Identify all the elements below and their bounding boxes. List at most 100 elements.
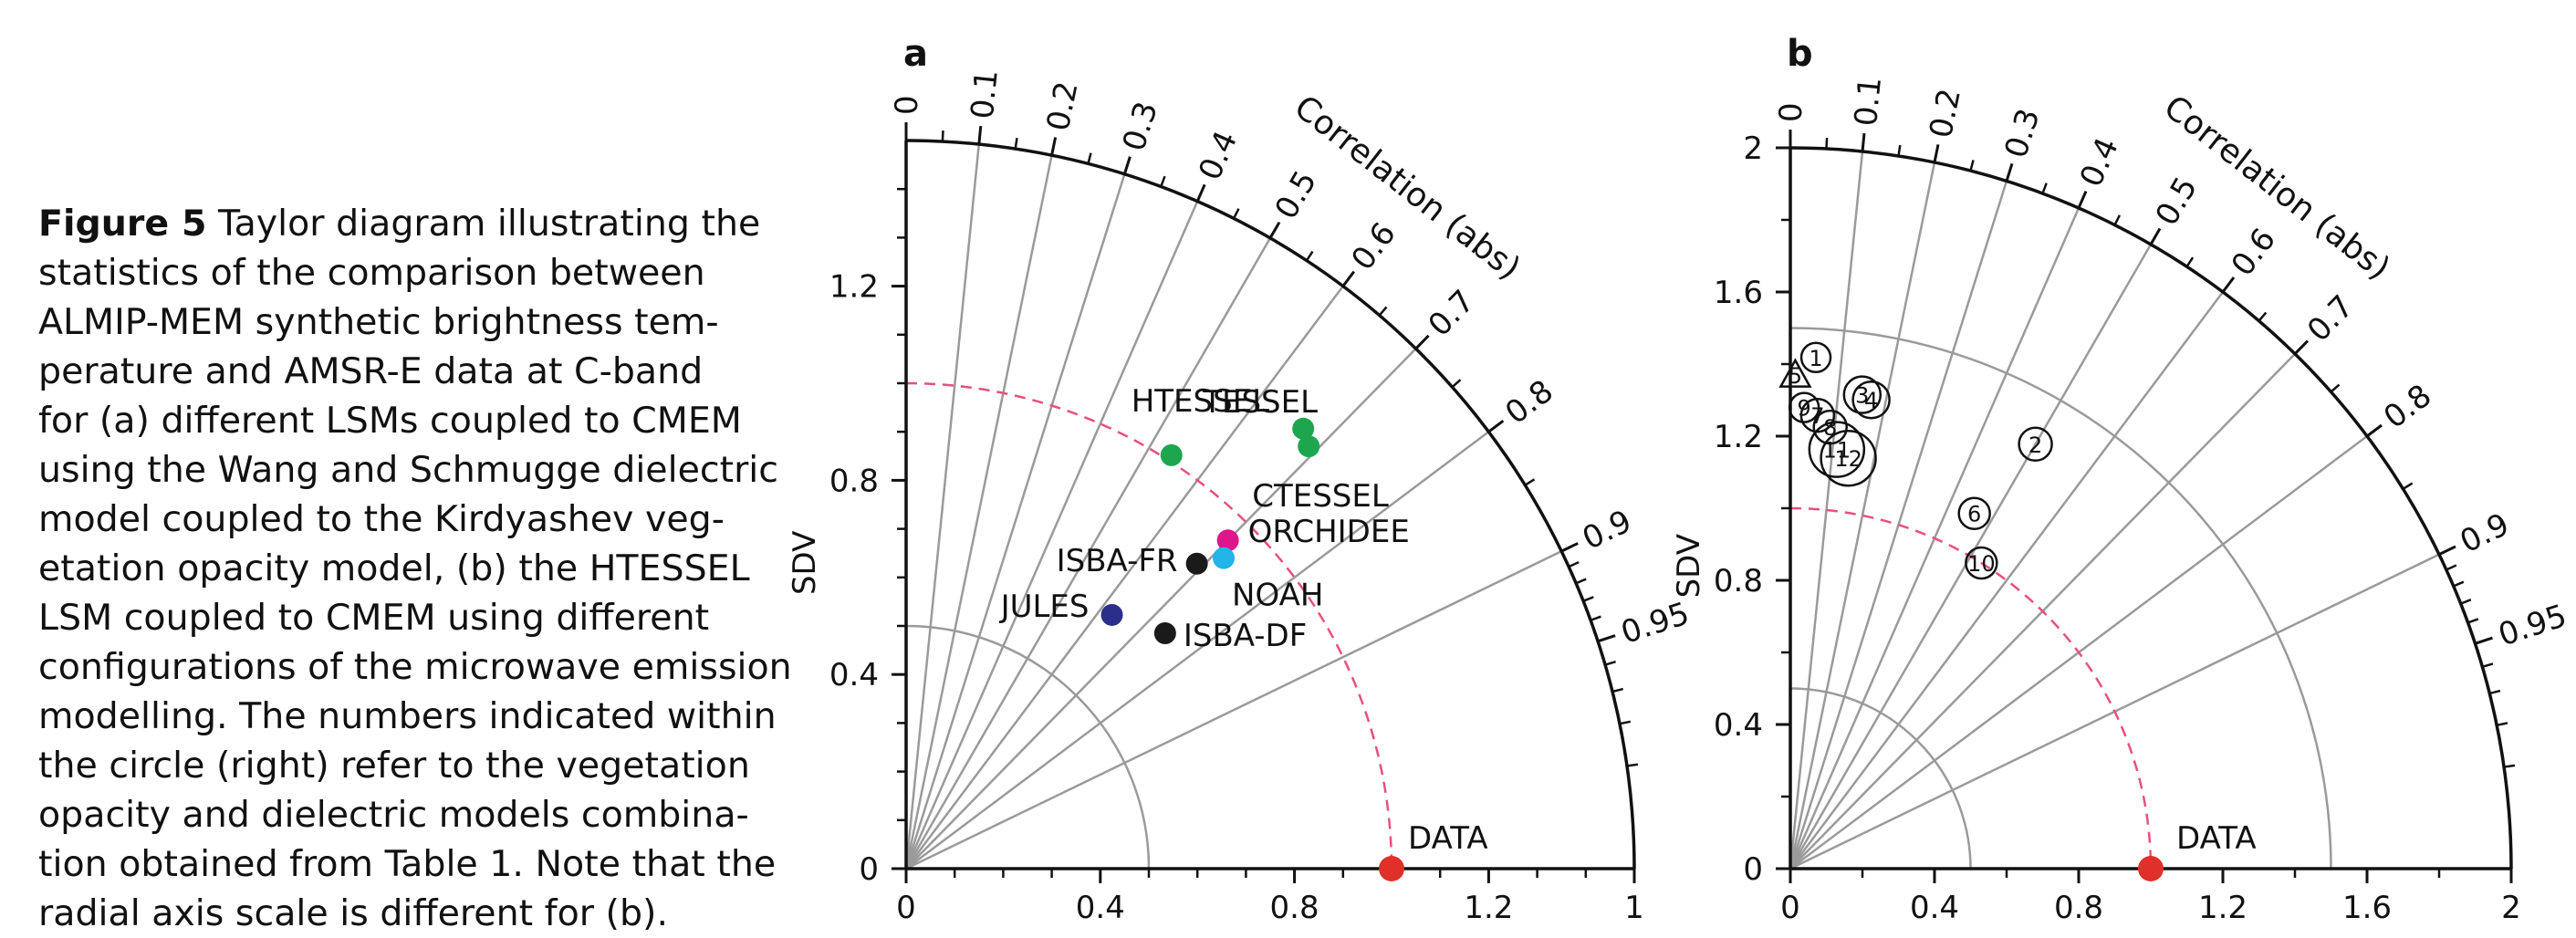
circle-marker: [2018, 426, 2053, 463]
data-point-label: ISBA-DF: [1184, 618, 1307, 654]
corr-tick-label: 0.5: [2149, 171, 2206, 232]
correlation-ray: [904, 237, 1272, 870]
outer-arc: [905, 139, 1636, 870]
corr-minor-tick: [2041, 182, 2048, 194]
corr-major-tick: [977, 125, 983, 145]
caption-line: modelling. The numbers indicated within: [38, 695, 777, 737]
reference-point: [2138, 856, 2164, 881]
x-tick-label: 1.2: [2198, 890, 2247, 926]
caption-line: tion obtained from Table 1. Note that th…: [38, 843, 777, 885]
y-tick-label: 0: [859, 851, 879, 888]
x-tick-label: 0.8: [1270, 890, 1319, 926]
caption-line: radial axis scale is different for (b).: [38, 892, 668, 934]
corr-major-tick: [1560, 542, 1579, 553]
data-point-label: NOAH: [1232, 578, 1323, 614]
x-tick-label: 1: [1624, 890, 1644, 926]
y-axis-title: SDV: [1671, 534, 1707, 598]
corr-tick-label: 0.2: [1040, 78, 1086, 134]
correlation-ray: [905, 285, 1344, 870]
circle-marker: [1957, 496, 1991, 530]
corr-minor-tick: [1969, 160, 1975, 172]
sd-arc: [1789, 327, 2332, 870]
caption-line: perature and AMSR-E data at C-band: [38, 350, 704, 392]
corr-major-tick: [2077, 191, 2088, 209]
x-tick-label: 0: [896, 890, 916, 926]
x-tick-label: 0.8: [2054, 890, 2103, 926]
x-tick-label: 0.4: [1910, 890, 1959, 926]
correlation-ray: [904, 143, 981, 870]
data-point: [1216, 529, 1239, 552]
caption-line: etation opacity model, (b) the HTESSEL: [38, 547, 750, 589]
correlation-axis-title: Correlation (abs): [1288, 89, 1528, 287]
corr-major-tick: [1933, 144, 1940, 163]
data-point: [1153, 622, 1176, 645]
y-tick-label: 1.2: [829, 269, 879, 306]
corr-minor-tick: [1590, 615, 1601, 621]
corr-minor-tick: [941, 130, 944, 142]
sd-arc: [905, 624, 1151, 870]
marker-number: 5: [1789, 363, 1802, 389]
corr-tick-label: 0.8: [1498, 373, 1559, 432]
correlation-ray: [904, 173, 1126, 870]
corr-minor-tick: [1568, 561, 1580, 568]
reference-label: DATA: [2176, 820, 2257, 857]
triangle-marker: [1778, 358, 1812, 388]
caption-line: statistics of the comparison between: [38, 252, 705, 294]
corr-minor-tick: [1232, 208, 1240, 219]
corr-major-tick: [1268, 221, 1281, 239]
corr-major-tick: [1414, 334, 1430, 350]
corr-major-tick: [1341, 270, 1356, 287]
x-tick-label: 2: [2501, 890, 2521, 926]
y-tick-label: 1.2: [1714, 419, 1763, 455]
reference-label: DATA: [1408, 820, 1488, 857]
corr-minor-tick: [2113, 214, 2122, 226]
circle-marker: [1788, 391, 1820, 423]
corr-minor-tick: [1378, 306, 1388, 317]
corr-minor-tick: [1604, 661, 1616, 666]
corr-minor-tick: [1611, 687, 1624, 693]
corr-minor-tick: [1160, 175, 1166, 187]
figure-caption: Figure 5 Taylor diagram illustrating the…: [38, 199, 792, 938]
data-point-label: CTESSEL: [1252, 478, 1389, 515]
caption-line: LSM coupled to CMEM using different: [38, 597, 710, 639]
marker-number: 3: [1855, 383, 1869, 409]
corr-minor-tick: [2488, 689, 2501, 695]
corr-minor-tick: [2460, 599, 2472, 605]
corr-minor-tick: [2496, 722, 2508, 727]
corr-minor-tick: [2446, 564, 2457, 571]
corr-tick-label: 0.6: [2225, 222, 2283, 283]
corr-minor-tick: [2453, 580, 2465, 588]
y-tick-label: 1.6: [1714, 275, 1763, 311]
corr-major-tick: [2005, 162, 2014, 182]
correlation-ray: [1789, 162, 1936, 870]
corr-major-tick: [1122, 156, 1132, 175]
x-tick-label: 1.2: [1464, 890, 1513, 926]
corr-minor-tick: [1825, 137, 1829, 150]
corr-tick-label: 0.7: [1422, 283, 1482, 344]
corr-minor-tick: [1524, 478, 1536, 486]
correlation-ray: [1789, 291, 2224, 870]
corr-tick-label: 0.1: [965, 68, 1006, 120]
y-tick-label: 0.4: [1714, 707, 1763, 744]
panel-label: b: [1787, 33, 1813, 75]
circle-marker: [1808, 421, 1866, 478]
corr-tick-label: 0.5: [1268, 164, 1325, 225]
marker-number: 12: [1834, 446, 1862, 472]
caption-line: ALMIP-MEM synthetic brightness tem-: [38, 301, 719, 343]
data-point: [1100, 603, 1123, 626]
corr-tick-label: 0.3: [1997, 104, 2047, 162]
data-point: [1213, 547, 1236, 569]
corr-major-tick: [2293, 339, 2310, 355]
corr-tick-label: 0.4: [1192, 126, 1245, 186]
corr-minor-tick: [1014, 137, 1018, 150]
data-point-label: JULES: [999, 589, 1090, 625]
data-point-label: HTESSEL: [1132, 383, 1269, 420]
corr-major-tick: [2438, 545, 2456, 556]
correlation-ray: [1789, 151, 1864, 870]
y-tick-label: 0.8: [1714, 563, 1763, 599]
data-point: [1298, 435, 1320, 458]
caption-text: Taylor diagram illustrating the: [206, 203, 761, 245]
corr-tick-label: 0.4: [2073, 132, 2126, 193]
corr-major-tick: [2475, 636, 2493, 645]
